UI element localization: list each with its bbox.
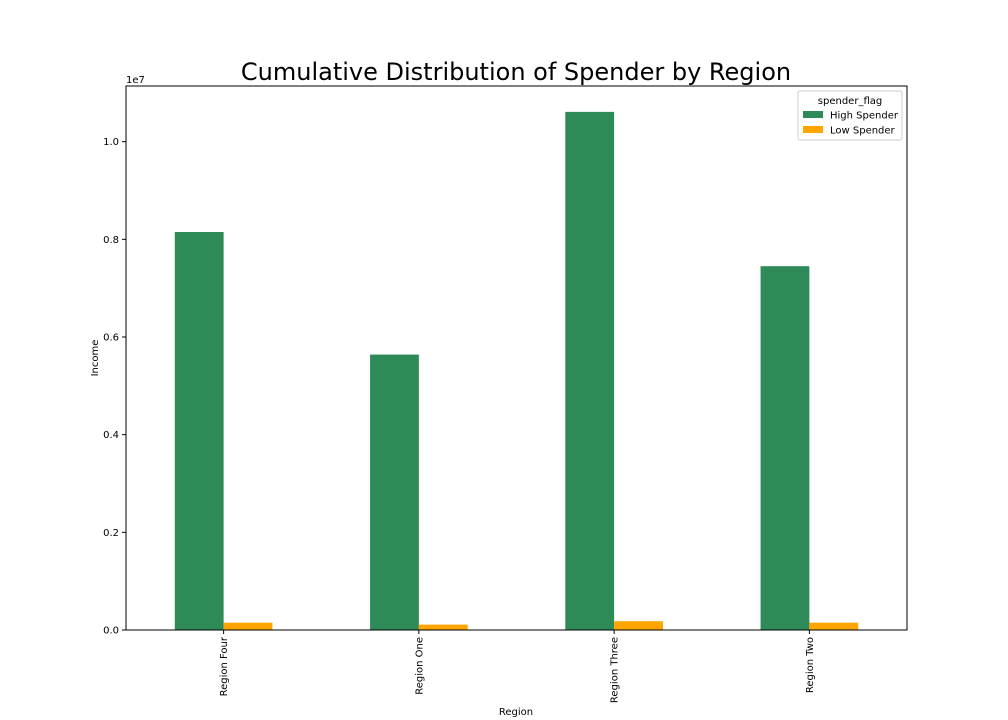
bar-high-spender-region-four [174, 232, 224, 630]
x-tick-label: Region Three [610, 637, 621, 703]
bar-low-spender-region-four [223, 622, 273, 630]
x-tick-label: Region One [414, 637, 425, 695]
legend-swatch [803, 111, 823, 118]
bar-high-spender-region-one [370, 354, 419, 630]
y-tick-label: 0.0 [103, 626, 119, 637]
bar-low-spender-region-three [614, 621, 663, 630]
legend-swatch [803, 126, 823, 133]
bar-high-spender-region-three [565, 111, 615, 630]
bars-group [174, 111, 859, 630]
bar-low-spender-region-two [809, 622, 859, 630]
x-tick-label: Region Four [219, 636, 230, 696]
y-tick-label: 0.6 [103, 333, 119, 344]
y-axis-label: Income [90, 340, 101, 377]
x-axis-label: Region [499, 707, 533, 718]
y-tick-label: 0.2 [103, 528, 119, 539]
legend-box [797, 90, 903, 141]
bar-low-spender-region-one [418, 624, 468, 630]
legend-label: High Spender [830, 111, 899, 122]
plot-frame [125, 85, 908, 631]
x-tick-label: Region Two [805, 637, 816, 693]
bar-high-spender-region-two [760, 266, 810, 630]
x-axis: Region Four Region One Region Three Region … [219, 630, 816, 703]
legend-title: spender_flag [818, 96, 882, 107]
y-tick-label: 0.8 [103, 235, 119, 246]
y-axis: 0.0 0.2 0.4 0.6 0.8 1.0 [103, 137, 126, 637]
legend: spender_flag High Spender Low Spender [797, 90, 903, 141]
y-axis-offset-text: 1e7 [126, 75, 145, 86]
y-tick-label: 1.0 [103, 137, 119, 148]
legend-label: Low Spender [830, 126, 896, 137]
chart-title: Cumulative Distribution of Spender by Re… [241, 58, 791, 86]
y-tick-label: 0.4 [103, 430, 119, 441]
